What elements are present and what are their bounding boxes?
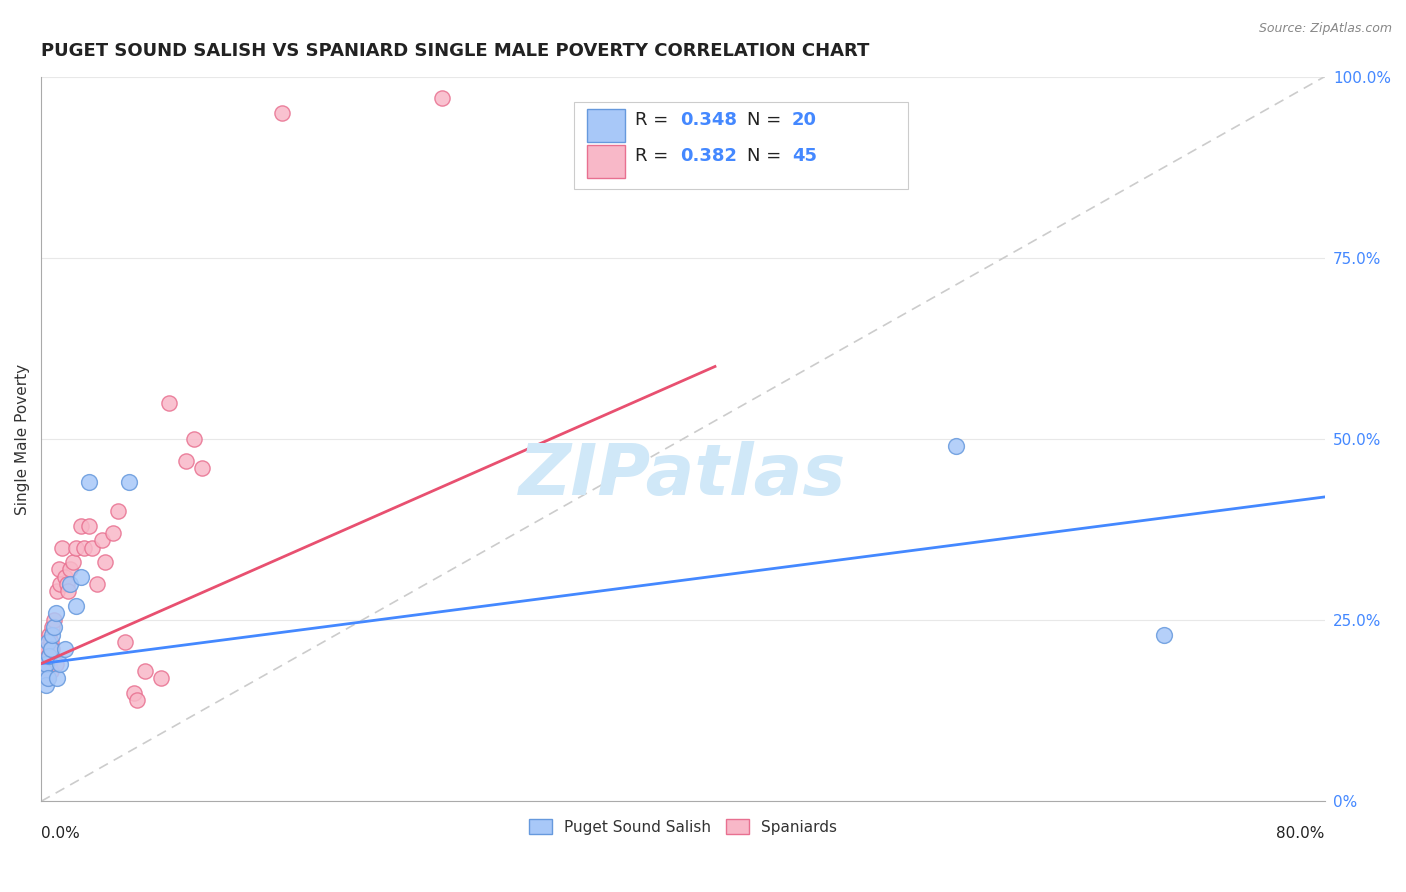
Point [37,649,59,664]
Point [159,395,181,409]
Point [46,584,69,599]
Legend: Puget Sound Salish, Spaniards: Puget Sound Salish, Spaniards [523,813,844,841]
Text: 20: 20 [792,112,817,129]
Text: ZIPatlas: ZIPatlas [519,441,846,509]
Point [53,642,76,657]
Point [122,685,145,699]
Point [41,642,63,657]
Point [35,642,58,657]
Point [37,671,59,685]
Point [39,664,62,678]
Point [1153,627,1175,641]
Point [270,105,292,120]
Text: PUGET SOUND SALISH VS SPANIARD SINGLE MALE POVERTY CORRELATION CHART: PUGET SOUND SALISH VS SPANIARD SINGLE MA… [41,42,869,60]
Point [41,620,63,634]
Point [59,577,82,591]
Point [34,635,56,649]
Point [59,562,82,576]
Point [39,635,62,649]
Point [34,664,56,678]
Y-axis label: Single Male Poverty: Single Male Poverty [15,363,30,515]
Point [41,627,63,641]
Point [62,555,84,569]
Point [35,657,58,671]
FancyBboxPatch shape [586,109,626,142]
Point [38,657,60,671]
Point [190,461,212,475]
Text: 45: 45 [792,147,817,165]
Point [70,569,93,583]
Point [48,562,70,576]
Point [134,664,156,678]
Point [118,475,141,490]
Point [46,671,69,685]
Point [945,439,967,453]
Point [77,475,100,490]
Point [37,635,59,649]
Point [45,657,67,671]
Point [432,91,454,105]
Point [42,613,65,627]
Point [77,519,100,533]
Point [34,664,56,678]
Point [91,533,114,548]
Point [114,635,136,649]
Point [65,541,87,555]
Point [65,599,87,613]
Point [174,453,197,467]
Point [103,526,125,541]
Point [150,671,173,685]
Point [31,649,53,664]
Point [38,649,60,664]
Point [49,657,72,671]
Point [73,541,96,555]
Text: 0.348: 0.348 [681,112,737,129]
Text: R =: R = [636,112,675,129]
Point [49,577,72,591]
Text: N =: N = [747,147,787,165]
Text: 0.0%: 0.0% [41,826,80,841]
FancyBboxPatch shape [574,102,907,189]
Text: N =: N = [747,112,787,129]
Point [70,519,93,533]
Point [183,432,205,446]
Point [82,541,104,555]
Text: 80.0%: 80.0% [1277,826,1324,841]
Point [107,504,129,518]
FancyBboxPatch shape [586,145,626,178]
Point [53,569,76,583]
Point [55,577,77,591]
Point [35,678,58,692]
Point [86,577,108,591]
Text: Source: ZipAtlas.com: Source: ZipAtlas.com [1258,22,1392,36]
Text: R =: R = [636,147,675,165]
Point [35,657,58,671]
Point [58,584,80,599]
Point [37,671,59,685]
Point [94,555,117,569]
Point [39,642,62,657]
Point [38,627,60,641]
Point [42,620,65,634]
Point [45,606,67,620]
Text: 0.382: 0.382 [681,147,737,165]
Point [127,693,149,707]
Point [51,541,73,555]
